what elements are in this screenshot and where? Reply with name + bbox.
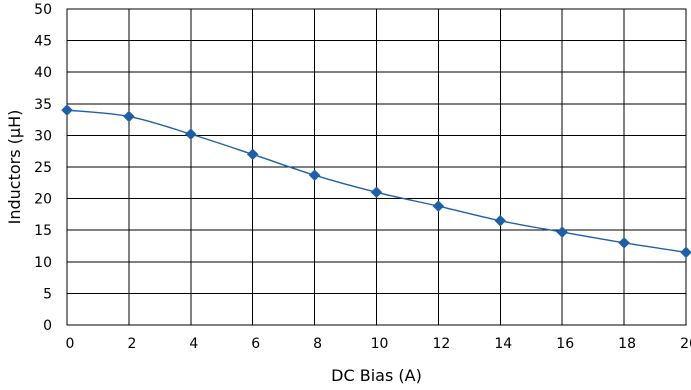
y-tick-label: 35 xyxy=(34,97,52,113)
y-tick-label: 0 xyxy=(43,318,52,334)
data-point-marker xyxy=(618,236,630,249)
data-series-group xyxy=(61,104,691,259)
y-tick-label: 50 xyxy=(34,2,52,18)
x-tick-label: 14 xyxy=(494,336,512,352)
data-point-marker xyxy=(556,226,569,238)
y-tick-label: 10 xyxy=(34,255,52,271)
data-point-marker xyxy=(308,169,321,182)
data-point-marker xyxy=(123,110,135,123)
x-tick-label: 0 xyxy=(66,336,75,352)
data-point-marker xyxy=(680,246,691,259)
y-tick-label: 20 xyxy=(34,192,52,208)
y-tick-label: 25 xyxy=(34,160,52,176)
x-tick-label: 8 xyxy=(313,336,322,352)
y-axis-tick-labels: 0 5 10 15 20 25 30 35 40 45 50 xyxy=(34,2,52,334)
x-tick-label: 2 xyxy=(127,336,136,352)
x-tick-label: 6 xyxy=(251,336,260,352)
x-tick-label: 4 xyxy=(189,336,198,352)
x-tick-label: 16 xyxy=(556,336,574,352)
data-point-marker xyxy=(494,214,507,227)
data-point-marker xyxy=(246,148,259,161)
y-tick-label: 40 xyxy=(34,65,52,81)
plot-area-frame xyxy=(66,8,687,326)
x-tick-label: 20 xyxy=(680,336,691,352)
data-point-marker xyxy=(370,186,383,199)
series-line xyxy=(66,109,687,254)
y-tick-label: 30 xyxy=(34,128,52,144)
x-tick-label: 10 xyxy=(371,336,389,352)
x-tick-label: 18 xyxy=(618,336,636,352)
grid-lines xyxy=(67,9,686,325)
x-tick-label: 12 xyxy=(432,336,450,352)
data-point-marker xyxy=(184,128,197,140)
x-axis-title: DC Bias (A) xyxy=(331,366,422,385)
data-point-marker xyxy=(61,104,73,116)
x-axis-tick-labels: 0 2 4 6 8 10 12 14 16 18 20 xyxy=(66,336,691,352)
y-tick-label: 45 xyxy=(34,34,52,50)
data-point-marker xyxy=(432,200,445,213)
y-axis-title: Inductors (µH) xyxy=(5,110,24,225)
y-tick-label: 5 xyxy=(43,286,52,302)
y-tick-label: 15 xyxy=(34,223,52,239)
